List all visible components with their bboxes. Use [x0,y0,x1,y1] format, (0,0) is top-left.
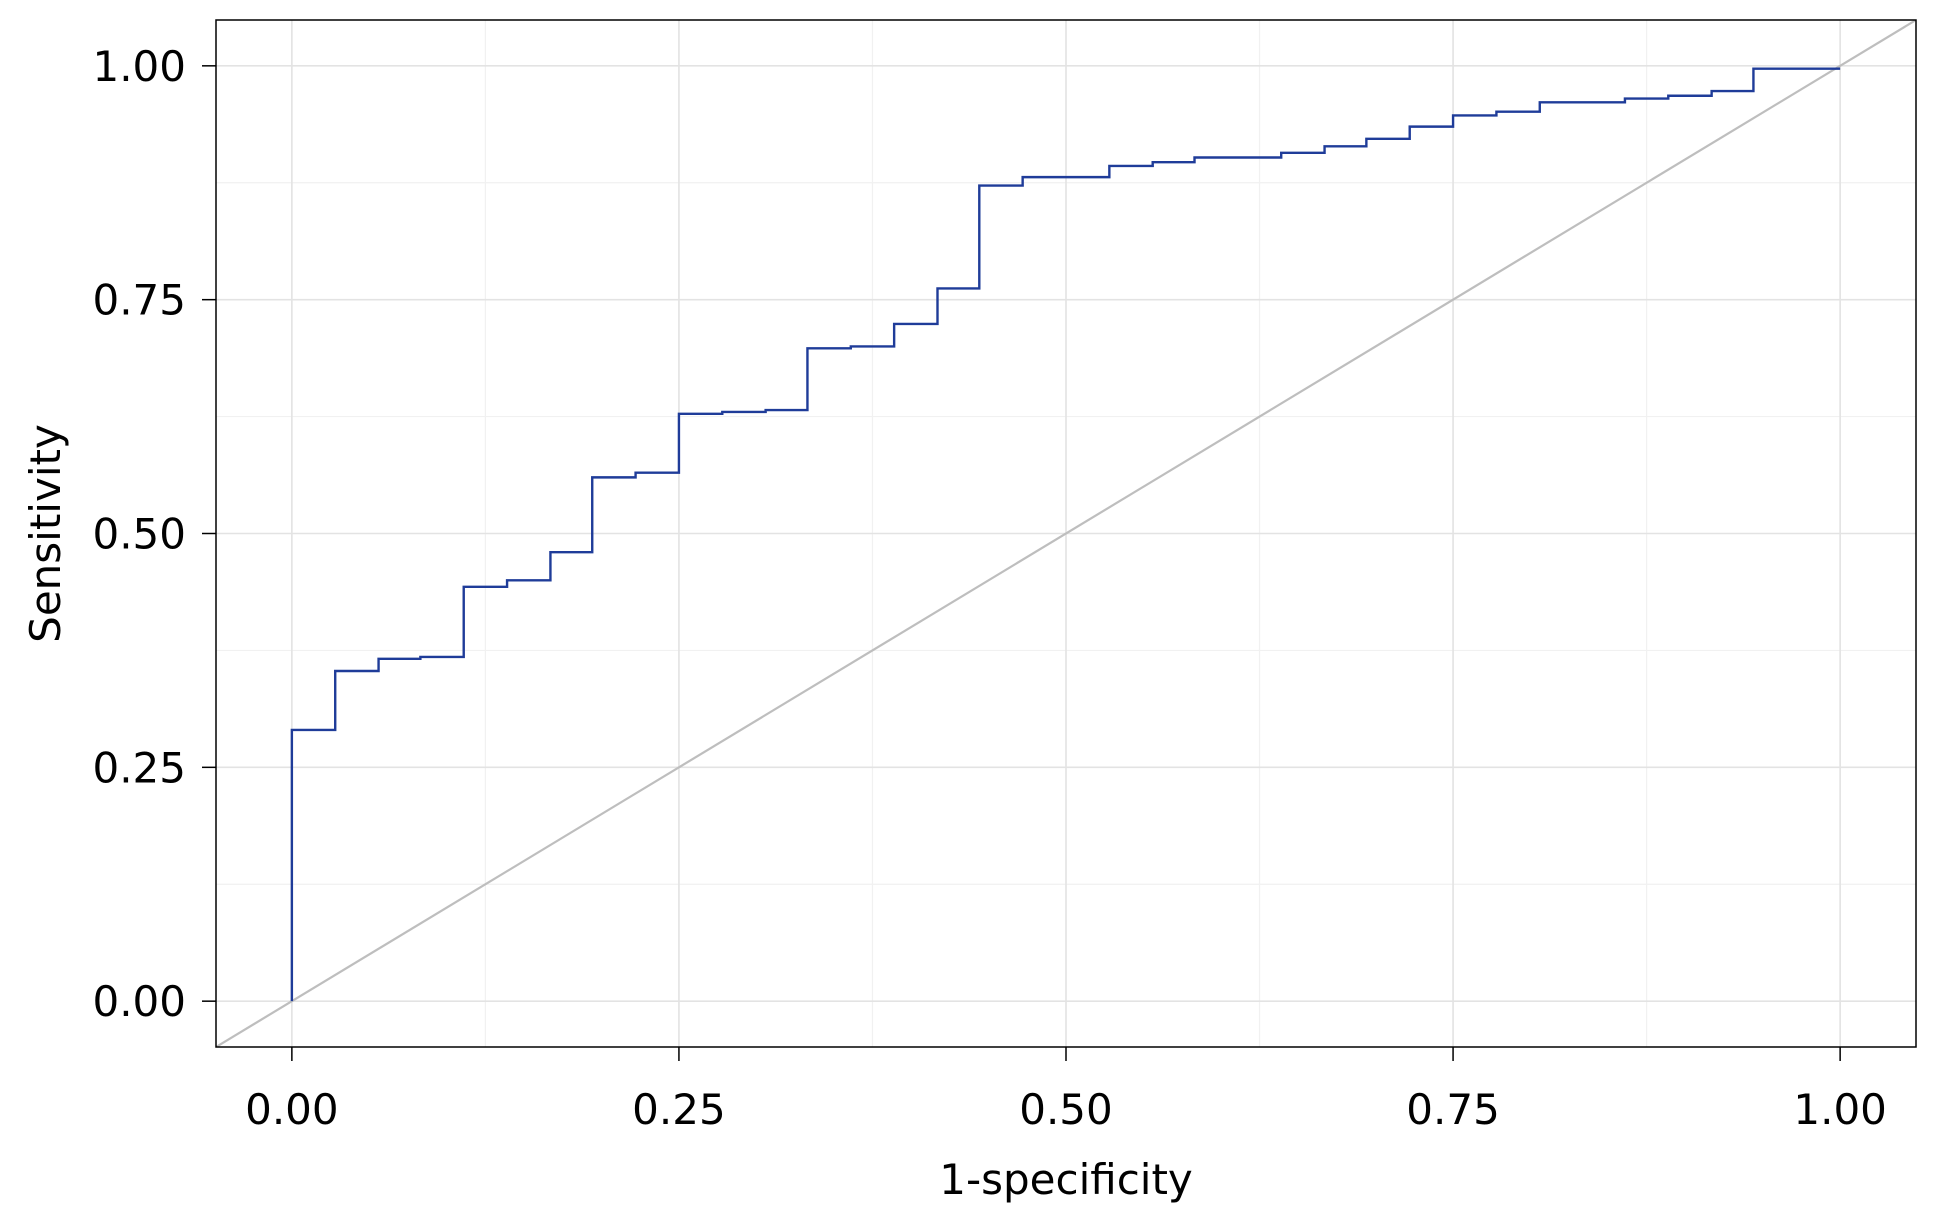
roc-curve-line [290,67,1841,1002]
x-tick-label: 0.00 [245,1085,339,1134]
y-tick-label: 0.50 [92,510,186,559]
x-tick-label: 0.25 [632,1085,726,1134]
reference-diagonal-line [216,20,1916,1047]
x-axis-title: 1-specificity [939,1155,1193,1204]
x-axis-ticks: 0.00 0.25 0.50 0.75 1.00 [245,1047,1887,1134]
series-layer [216,20,1916,1047]
y-axis-ticks: 0.00 0.25 0.50 0.75 1.00 [92,42,216,1026]
major-grid [216,20,1916,1047]
y-axis-title: Sensitivity [21,424,70,643]
x-tick-label: 0.75 [1406,1085,1500,1134]
y-tick-label: 0.00 [92,977,186,1026]
x-tick-label: 1.00 [1793,1085,1887,1134]
y-tick-label: 0.75 [92,276,186,325]
y-tick-label: 1.00 [92,42,186,91]
y-tick-label: 0.25 [92,743,186,792]
x-tick-label: 0.50 [1019,1085,1113,1134]
